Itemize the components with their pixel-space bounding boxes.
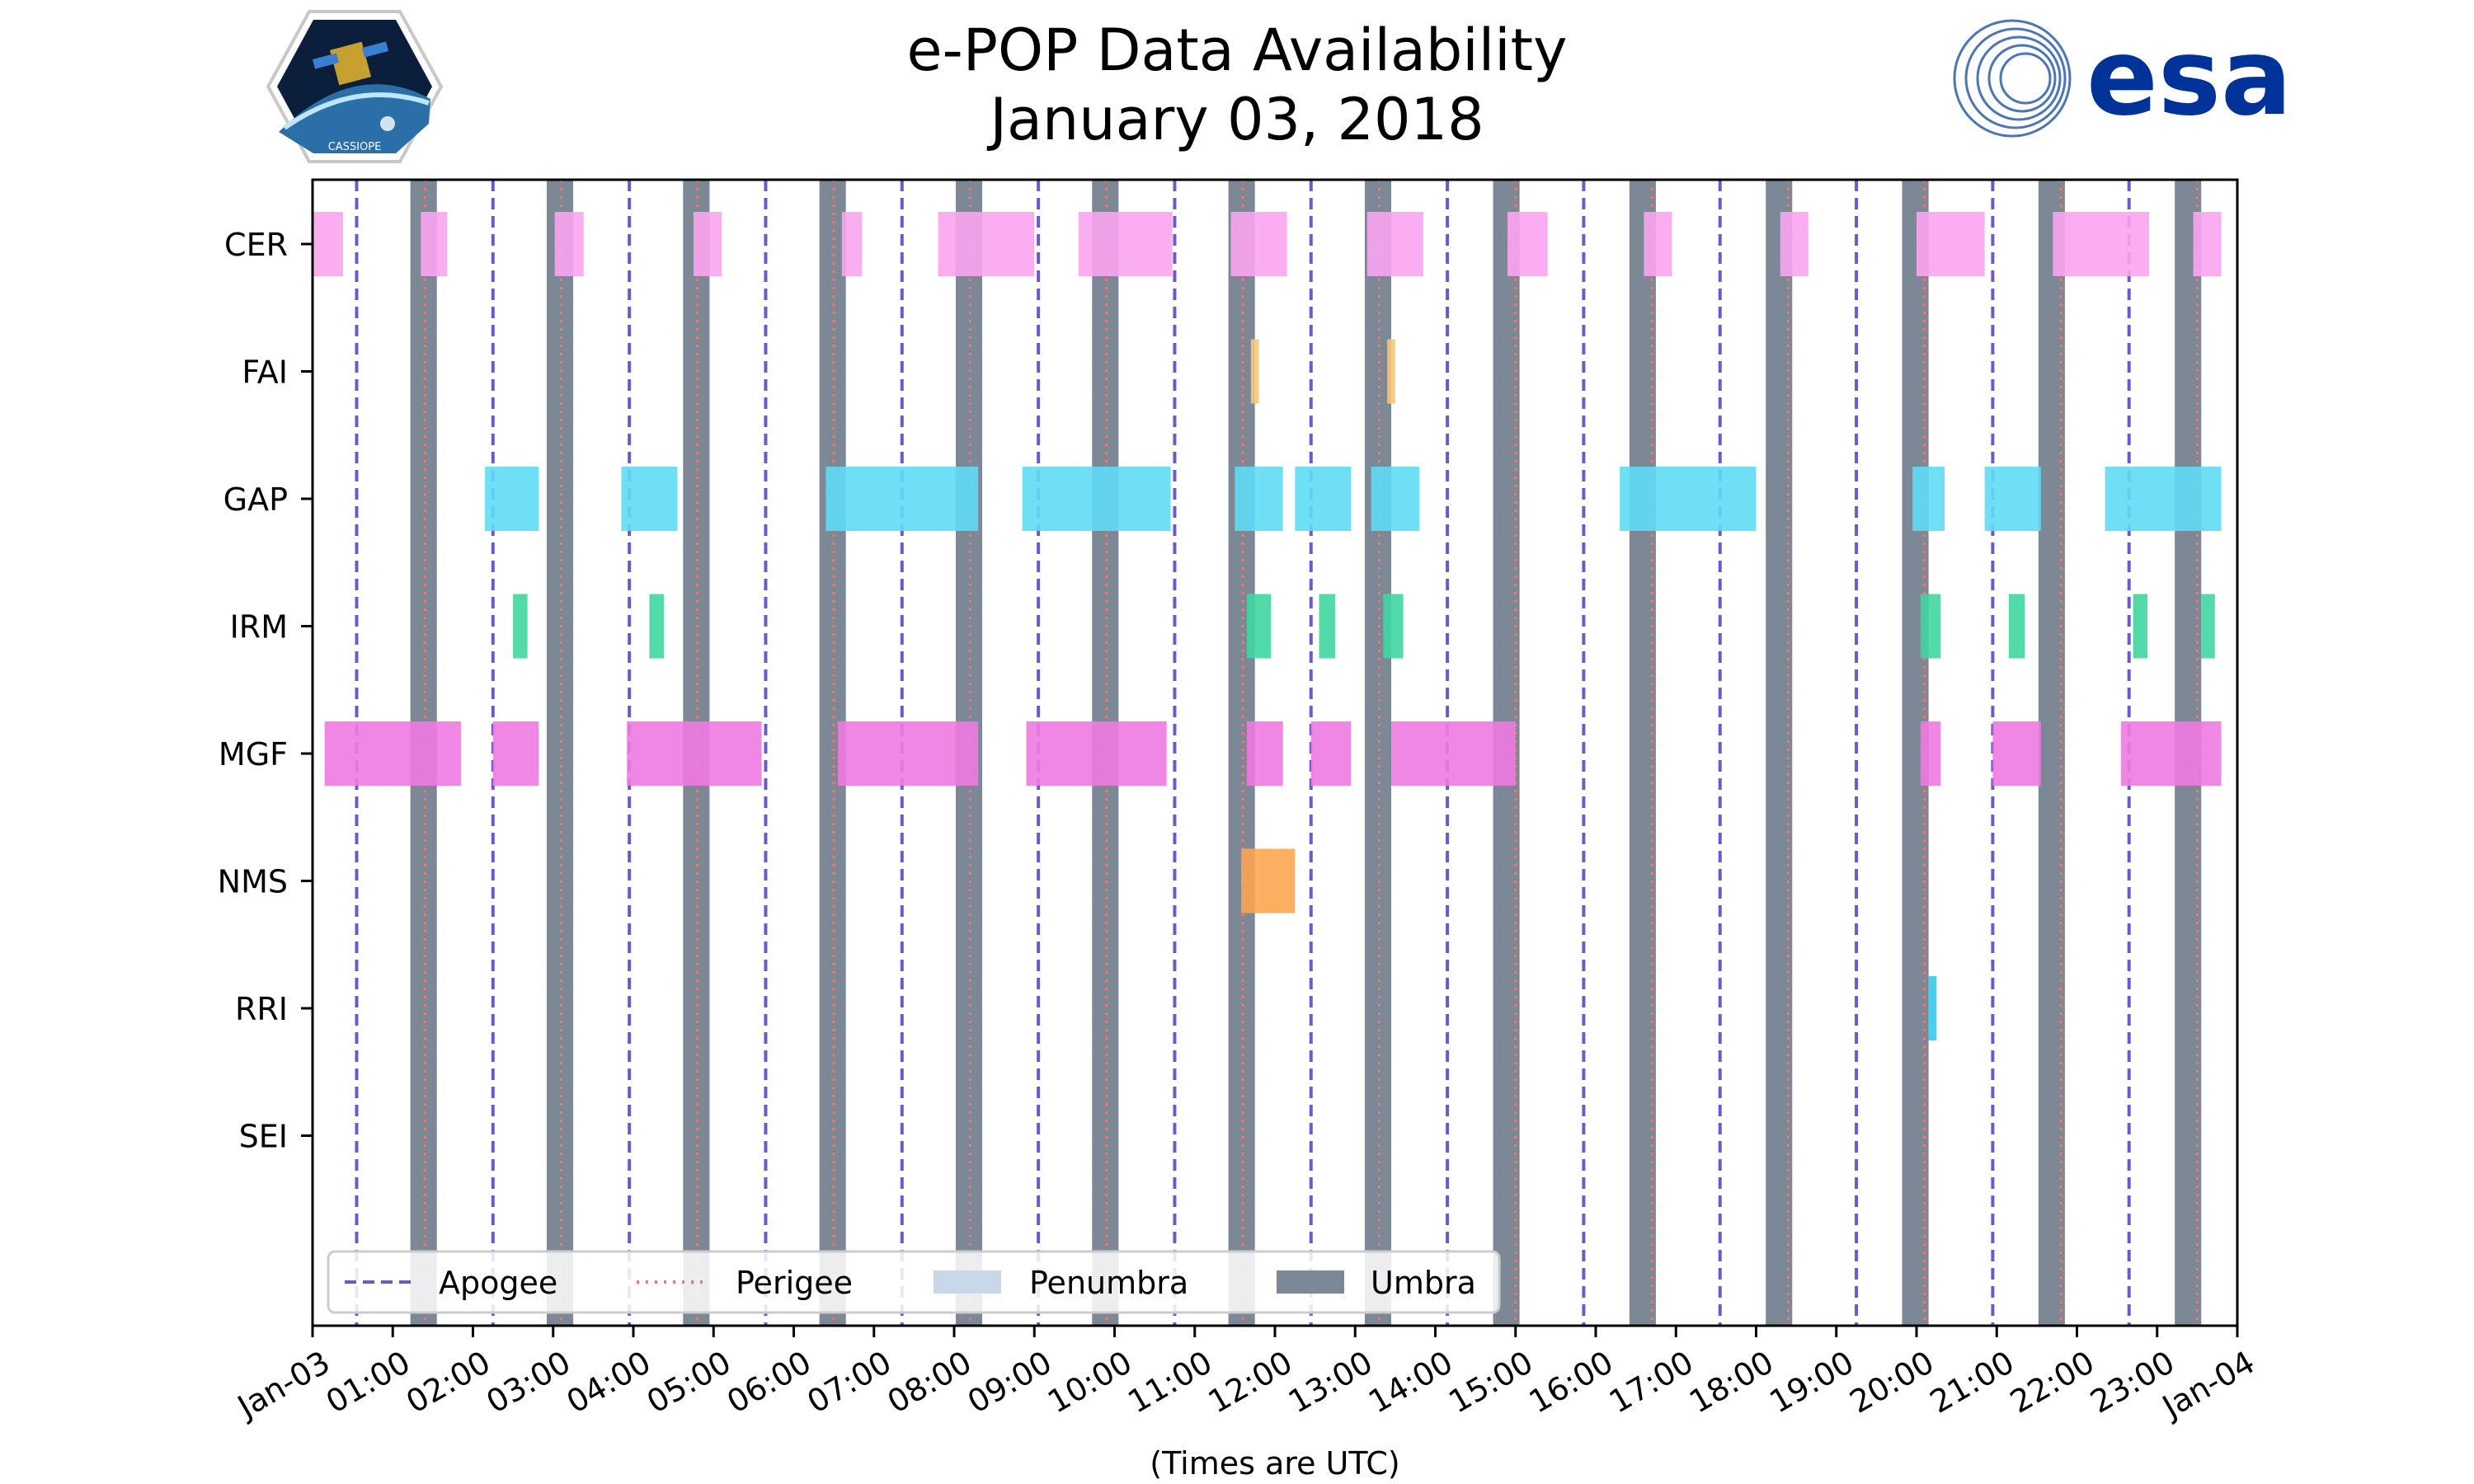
y-tick-label: NMS bbox=[218, 864, 288, 900]
legend-apogee-label: Apogee bbox=[439, 1265, 557, 1301]
x-tick-label: 03:00 bbox=[480, 1344, 576, 1421]
data-bar-cer bbox=[2193, 212, 2222, 276]
x-axis-label: (Times are UTC) bbox=[1150, 1445, 1399, 1482]
data-bar-irm bbox=[1319, 594, 1335, 659]
data-bar-cer bbox=[421, 212, 448, 276]
legend-penumbra-swatch bbox=[934, 1270, 1001, 1294]
data-bar-gap bbox=[621, 467, 678, 531]
data-bar-mgf bbox=[627, 721, 762, 786]
x-tick-label: 18:00 bbox=[1683, 1344, 1780, 1421]
data-bar-gap bbox=[485, 467, 539, 531]
x-tick-label: 15:00 bbox=[1442, 1344, 1539, 1421]
data-bar-cer bbox=[554, 212, 584, 276]
x-tick-label: 11:00 bbox=[1122, 1344, 1218, 1421]
data-bar-gap bbox=[1620, 467, 1757, 531]
x-tick-label: 14:00 bbox=[1362, 1344, 1459, 1421]
data-bar-mgf bbox=[1992, 721, 2041, 786]
chart-title-line2: January 03, 2018 bbox=[990, 86, 1484, 153]
x-tick-label: 10:00 bbox=[1042, 1344, 1138, 1421]
x-tick-label: 09:00 bbox=[962, 1344, 1058, 1421]
data-bar-mgf bbox=[1026, 721, 1167, 786]
data-bar-nms bbox=[1241, 848, 1296, 913]
legend-box bbox=[327, 1250, 1501, 1314]
y-tick-label: RRI bbox=[235, 991, 288, 1027]
data-bar-mgf bbox=[1920, 721, 1941, 786]
x-tick-label: 05:00 bbox=[641, 1344, 737, 1421]
x-tick-label: 13:00 bbox=[1282, 1344, 1379, 1421]
data-bar-irm bbox=[2201, 594, 2215, 659]
cassiope-logo: CASSIOPE bbox=[264, 8, 445, 168]
x-tick-label: 16:00 bbox=[1523, 1344, 1620, 1421]
data-bar-gap bbox=[1371, 467, 1420, 531]
data-bar-gap bbox=[2105, 467, 2222, 531]
data-bar-fai bbox=[1250, 339, 1259, 404]
y-tick-label: CER bbox=[224, 227, 288, 263]
legend-umbra-label: Umbra bbox=[1371, 1265, 1476, 1301]
data-bar-irm bbox=[513, 594, 528, 659]
data-bar-mgf bbox=[837, 721, 979, 786]
data-bar-irm bbox=[1383, 594, 1404, 659]
data-bar-gap bbox=[1022, 467, 1171, 531]
plot-frame bbox=[311, 178, 2239, 1327]
x-tick-label: 07:00 bbox=[801, 1344, 897, 1421]
data-bar-irm bbox=[1920, 594, 1941, 659]
data-bar-gap bbox=[1984, 467, 2041, 531]
cassiope-logo-text: CASSIOPE bbox=[328, 141, 382, 153]
data-bar-cer bbox=[841, 212, 863, 276]
x-tick-label: Jan-03 bbox=[230, 1344, 336, 1425]
data-bar-cer bbox=[1230, 212, 1287, 276]
x-tick-label: 08:00 bbox=[882, 1344, 978, 1421]
chart-title-line1: e-POP Data Availability bbox=[906, 16, 1568, 84]
data-bar-mgf bbox=[1246, 721, 1283, 786]
data-bar-cer bbox=[1780, 212, 1808, 276]
y-tick-label: SEI bbox=[239, 1119, 288, 1155]
x-tick-label: 02:00 bbox=[400, 1344, 496, 1421]
data-bar-mgf bbox=[1391, 721, 1516, 786]
data-bar-cer bbox=[1917, 212, 1985, 276]
x-tick-label: Jan-04 bbox=[2155, 1344, 2260, 1425]
data-bar-cer bbox=[1078, 212, 1173, 276]
data-bar-gap bbox=[1235, 467, 1283, 531]
data-bar-mgf bbox=[324, 721, 461, 786]
data-bar-cer bbox=[2053, 212, 2150, 276]
esa-logo: esa bbox=[1946, 16, 2309, 143]
data-bar-gap bbox=[825, 467, 979, 531]
x-tick-label: 20:00 bbox=[1844, 1344, 1940, 1421]
data-bar-cer bbox=[1507, 212, 1548, 276]
data-bar-irm bbox=[649, 594, 664, 659]
x-tick-label: 19:00 bbox=[1763, 1344, 1860, 1421]
data-bar-irm bbox=[1246, 594, 1272, 659]
y-tick-label: IRM bbox=[230, 609, 288, 646]
x-tick-label: 06:00 bbox=[721, 1344, 817, 1421]
legend-penumbra-label: Penumbra bbox=[1029, 1265, 1188, 1301]
data-bar-fai bbox=[1387, 339, 1395, 404]
esa-logo-text: esa bbox=[2086, 16, 2292, 139]
data-bar-gap bbox=[1295, 467, 1352, 531]
data-bar-cer bbox=[1366, 212, 1423, 276]
data-bar-mgf bbox=[1310, 721, 1352, 786]
data-bar-cer bbox=[938, 212, 1035, 276]
data-bar-cer bbox=[693, 212, 722, 276]
legend-umbra-swatch bbox=[1277, 1270, 1344, 1294]
data-bar-cer bbox=[313, 212, 343, 276]
data-bar-cer bbox=[1644, 212, 1672, 276]
x-tick-label: 04:00 bbox=[561, 1344, 657, 1421]
y-tick-label: FAI bbox=[242, 355, 288, 391]
y-tick-label: MGF bbox=[219, 736, 288, 773]
data-bar-gap bbox=[1912, 467, 1945, 531]
legend-perigee-label: Perigee bbox=[736, 1265, 853, 1301]
data-bar-rri bbox=[1928, 976, 1937, 1040]
x-tick-label: 17:00 bbox=[1603, 1344, 1700, 1421]
data-bar-mgf bbox=[492, 721, 539, 786]
x-tick-label: 21:00 bbox=[1924, 1344, 2020, 1421]
x-tick-label: 22:00 bbox=[2004, 1344, 2100, 1421]
x-tick-label: 01:00 bbox=[320, 1344, 416, 1421]
data-bar-irm bbox=[2133, 594, 2148, 659]
x-tick-label: 12:00 bbox=[1202, 1344, 1299, 1421]
data-bar-irm bbox=[2008, 594, 2025, 659]
y-tick-label: GAP bbox=[223, 481, 288, 518]
data-bar-mgf bbox=[2120, 721, 2222, 786]
